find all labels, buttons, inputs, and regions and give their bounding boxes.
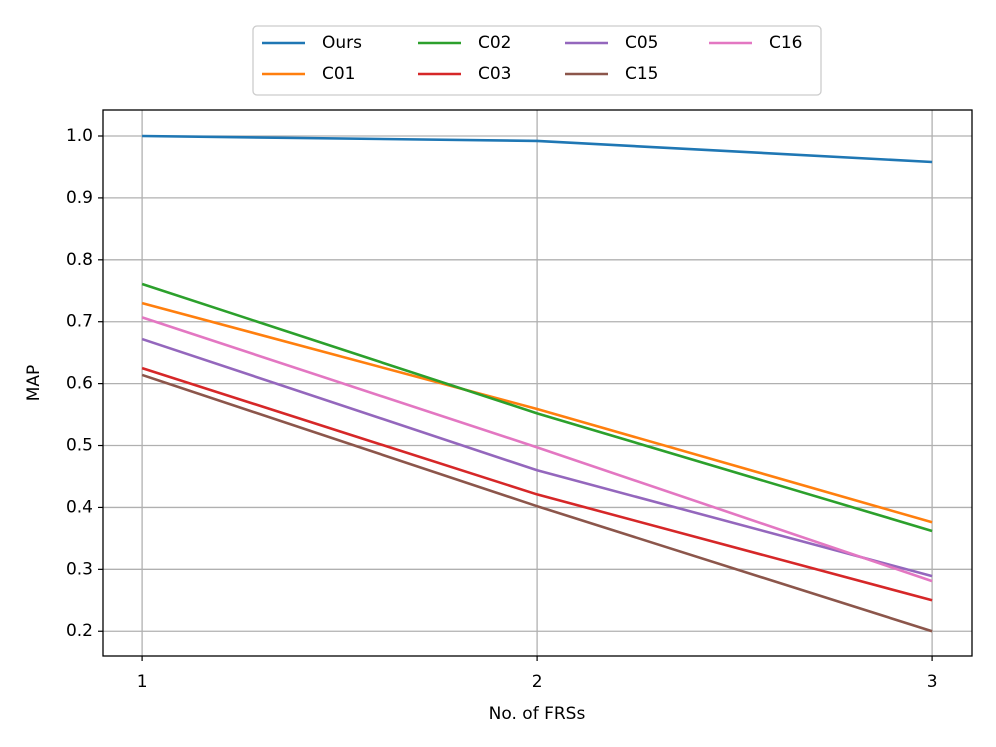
series-line: [141, 301, 933, 524]
legend-label: C05: [625, 33, 659, 53]
y-tick-label: 1.0: [66, 126, 93, 146]
y-axis-label: MAP: [24, 365, 44, 402]
legend-label: C01: [322, 64, 356, 84]
series-line: [141, 282, 933, 533]
y-tick-label: 0.5: [66, 436, 93, 456]
x-tick-label: 3: [927, 672, 938, 692]
y-tick-label: 0.3: [66, 559, 93, 579]
y-tick-label: 0.7: [66, 312, 93, 332]
series-line: [142, 134, 933, 164]
legend-label: C15: [625, 64, 659, 84]
y-tick-label: 0.9: [66, 188, 93, 208]
y-tick-label: 0.8: [66, 250, 93, 270]
legend-label: C03: [478, 64, 512, 84]
plot-frame: [102, 109, 973, 657]
legend-box: [252, 25, 822, 96]
x-tick-label: 1: [137, 672, 148, 692]
y-tick-label: 0.6: [66, 374, 93, 394]
legend-label: Ours: [322, 33, 362, 53]
series-line: [141, 373, 933, 633]
y-tick-label: 0.4: [66, 497, 93, 517]
x-axis-label: No. of FRSs: [489, 704, 586, 724]
legend-label: C02: [478, 33, 512, 53]
legend-label: C16: [769, 33, 803, 53]
x-tick-label: 2: [532, 672, 543, 692]
series-line: [141, 316, 933, 583]
y-tick-label: 0.2: [66, 621, 93, 641]
series-line: [141, 366, 933, 602]
series-line: [141, 337, 933, 578]
